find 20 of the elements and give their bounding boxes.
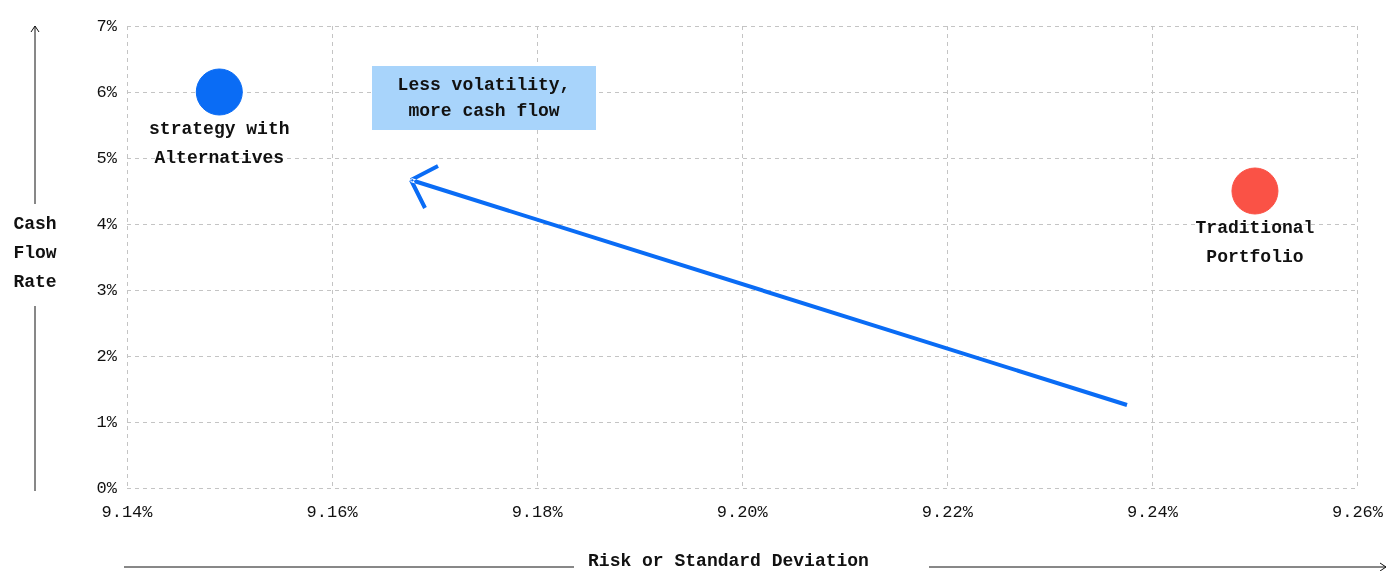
x-tick-label: 9.16% <box>306 502 359 522</box>
x-tick-label: 9.14% <box>101 502 154 522</box>
x-tick-label: 9.18% <box>511 502 564 522</box>
y-axis-title: Cash Flow Rate <box>12 213 58 294</box>
series-label: strategy with Alternatives <box>149 118 290 168</box>
y-tick-label: 7% <box>96 16 118 36</box>
x-tick-label: 9.24% <box>1126 502 1179 522</box>
y-tick-label: 3% <box>96 280 118 300</box>
y-tick-label: 6% <box>96 82 118 102</box>
x-tick-label: 9.20% <box>716 502 769 522</box>
x-tick-label: 9.22% <box>921 502 974 522</box>
x-axis-title: Risk or Standard Deviation <box>580 551 877 571</box>
y-tick-label: 5% <box>96 148 118 168</box>
series-label: Traditional Portfolio <box>1195 217 1315 267</box>
y-tick-label: 1% <box>96 412 118 432</box>
y-tick-label: 4% <box>96 214 118 234</box>
y-tick-label: 0% <box>96 478 118 498</box>
x-tick-label: 9.26% <box>1331 502 1384 522</box>
y-tick-label: 2% <box>96 346 118 366</box>
annotation: Less volatility, more cash flow <box>372 66 596 130</box>
